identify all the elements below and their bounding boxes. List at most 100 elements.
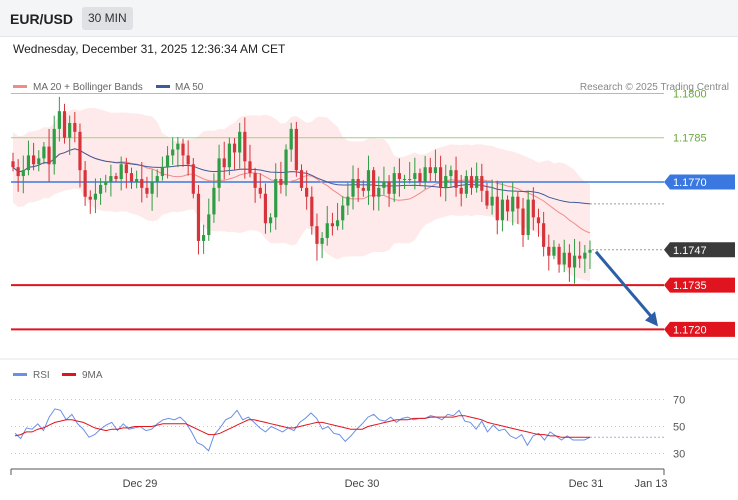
candle-body — [135, 179, 139, 182]
candle — [289, 122, 293, 162]
candle-body — [500, 199, 505, 221]
candle — [397, 158, 401, 197]
candle — [361, 180, 365, 197]
candle — [160, 156, 164, 181]
candle-body — [433, 167, 438, 174]
candle — [542, 211, 546, 257]
candle — [145, 176, 149, 199]
candle-body — [387, 181, 391, 194]
timeframe-button[interactable]: 30 MIN — [82, 7, 133, 30]
candle-body — [305, 187, 309, 197]
candle — [444, 164, 448, 202]
candle-body — [444, 176, 448, 188]
candle — [408, 161, 412, 184]
candle-body — [325, 223, 329, 238]
candle-body — [202, 235, 206, 241]
candle-body — [578, 255, 582, 259]
candle-body — [361, 187, 365, 191]
candle-body — [42, 146, 46, 159]
candle-body — [310, 196, 314, 227]
candle — [232, 137, 237, 170]
candle-body — [413, 173, 417, 180]
candle-body — [521, 208, 525, 236]
candle-body — [274, 179, 278, 218]
candle — [387, 175, 391, 207]
candle — [485, 182, 489, 210]
candle-body — [114, 176, 118, 180]
candle-body — [124, 164, 128, 174]
candle — [377, 176, 381, 211]
candle — [104, 174, 108, 193]
candle-body — [351, 179, 355, 197]
candle-body — [480, 176, 484, 191]
candle — [207, 198, 211, 241]
candle-body — [232, 143, 237, 153]
candle-body — [171, 149, 175, 156]
rsi-tick-label: 70 — [673, 395, 685, 407]
candle — [315, 213, 319, 261]
candle — [98, 178, 103, 205]
candle-body — [567, 252, 571, 268]
candle-body — [475, 176, 479, 188]
candle-body — [109, 176, 113, 182]
candle-body — [289, 128, 293, 150]
candle — [526, 190, 530, 240]
candle-body — [186, 155, 190, 165]
candle-body — [356, 179, 360, 188]
candle-body — [181, 143, 185, 156]
candle — [418, 168, 422, 186]
candle-body — [583, 252, 587, 259]
candle — [310, 186, 314, 235]
candle — [88, 190, 92, 214]
candle-body — [279, 179, 283, 185]
credit-label: Research © 2025 Trading Central — [580, 82, 729, 93]
candle-body — [207, 214, 211, 236]
candle — [263, 183, 268, 234]
candle — [382, 166, 386, 195]
candle — [217, 144, 221, 202]
candle-body — [505, 199, 510, 212]
candle-body — [572, 255, 577, 268]
candle-body — [238, 131, 242, 153]
candle-body — [299, 170, 304, 188]
rsi-ma-legend-swatch — [62, 373, 76, 376]
candle-body — [196, 193, 201, 241]
candle — [37, 150, 41, 172]
candle-body — [335, 220, 340, 227]
candle — [531, 187, 535, 231]
candle — [521, 197, 525, 247]
candle-body — [150, 181, 154, 194]
level-tag-2 — [664, 174, 735, 190]
candle — [73, 111, 77, 143]
candle — [284, 144, 288, 197]
candle — [62, 103, 67, 144]
candle — [191, 157, 195, 199]
candle-body — [418, 173, 422, 182]
candle — [227, 137, 231, 176]
candle-body — [439, 167, 443, 188]
candle-body — [243, 131, 247, 162]
candle-body — [32, 155, 36, 165]
candle-body — [11, 161, 15, 168]
candle — [552, 240, 556, 260]
candle — [47, 128, 51, 182]
level-label-1: 1.1785 — [673, 133, 707, 145]
candle-body — [212, 187, 216, 215]
candle-body — [98, 184, 103, 194]
candle — [572, 238, 577, 284]
candle — [346, 182, 350, 216]
candle-body — [469, 176, 474, 188]
x-tick-label: Jan 13 — [634, 478, 667, 490]
candle-body — [542, 223, 546, 247]
level-label-3: 1.1747 — [673, 245, 707, 257]
x-axis: Dec 29 Dec 30 Dec 31 Jan 13 — [10, 468, 668, 490]
candle-body — [588, 249, 592, 253]
candle-body — [62, 111, 67, 138]
candle-body — [37, 158, 41, 165]
candle — [16, 159, 20, 192]
candle — [202, 224, 206, 254]
level-lines — [11, 92, 664, 331]
candle — [351, 165, 355, 210]
candle — [294, 121, 298, 177]
